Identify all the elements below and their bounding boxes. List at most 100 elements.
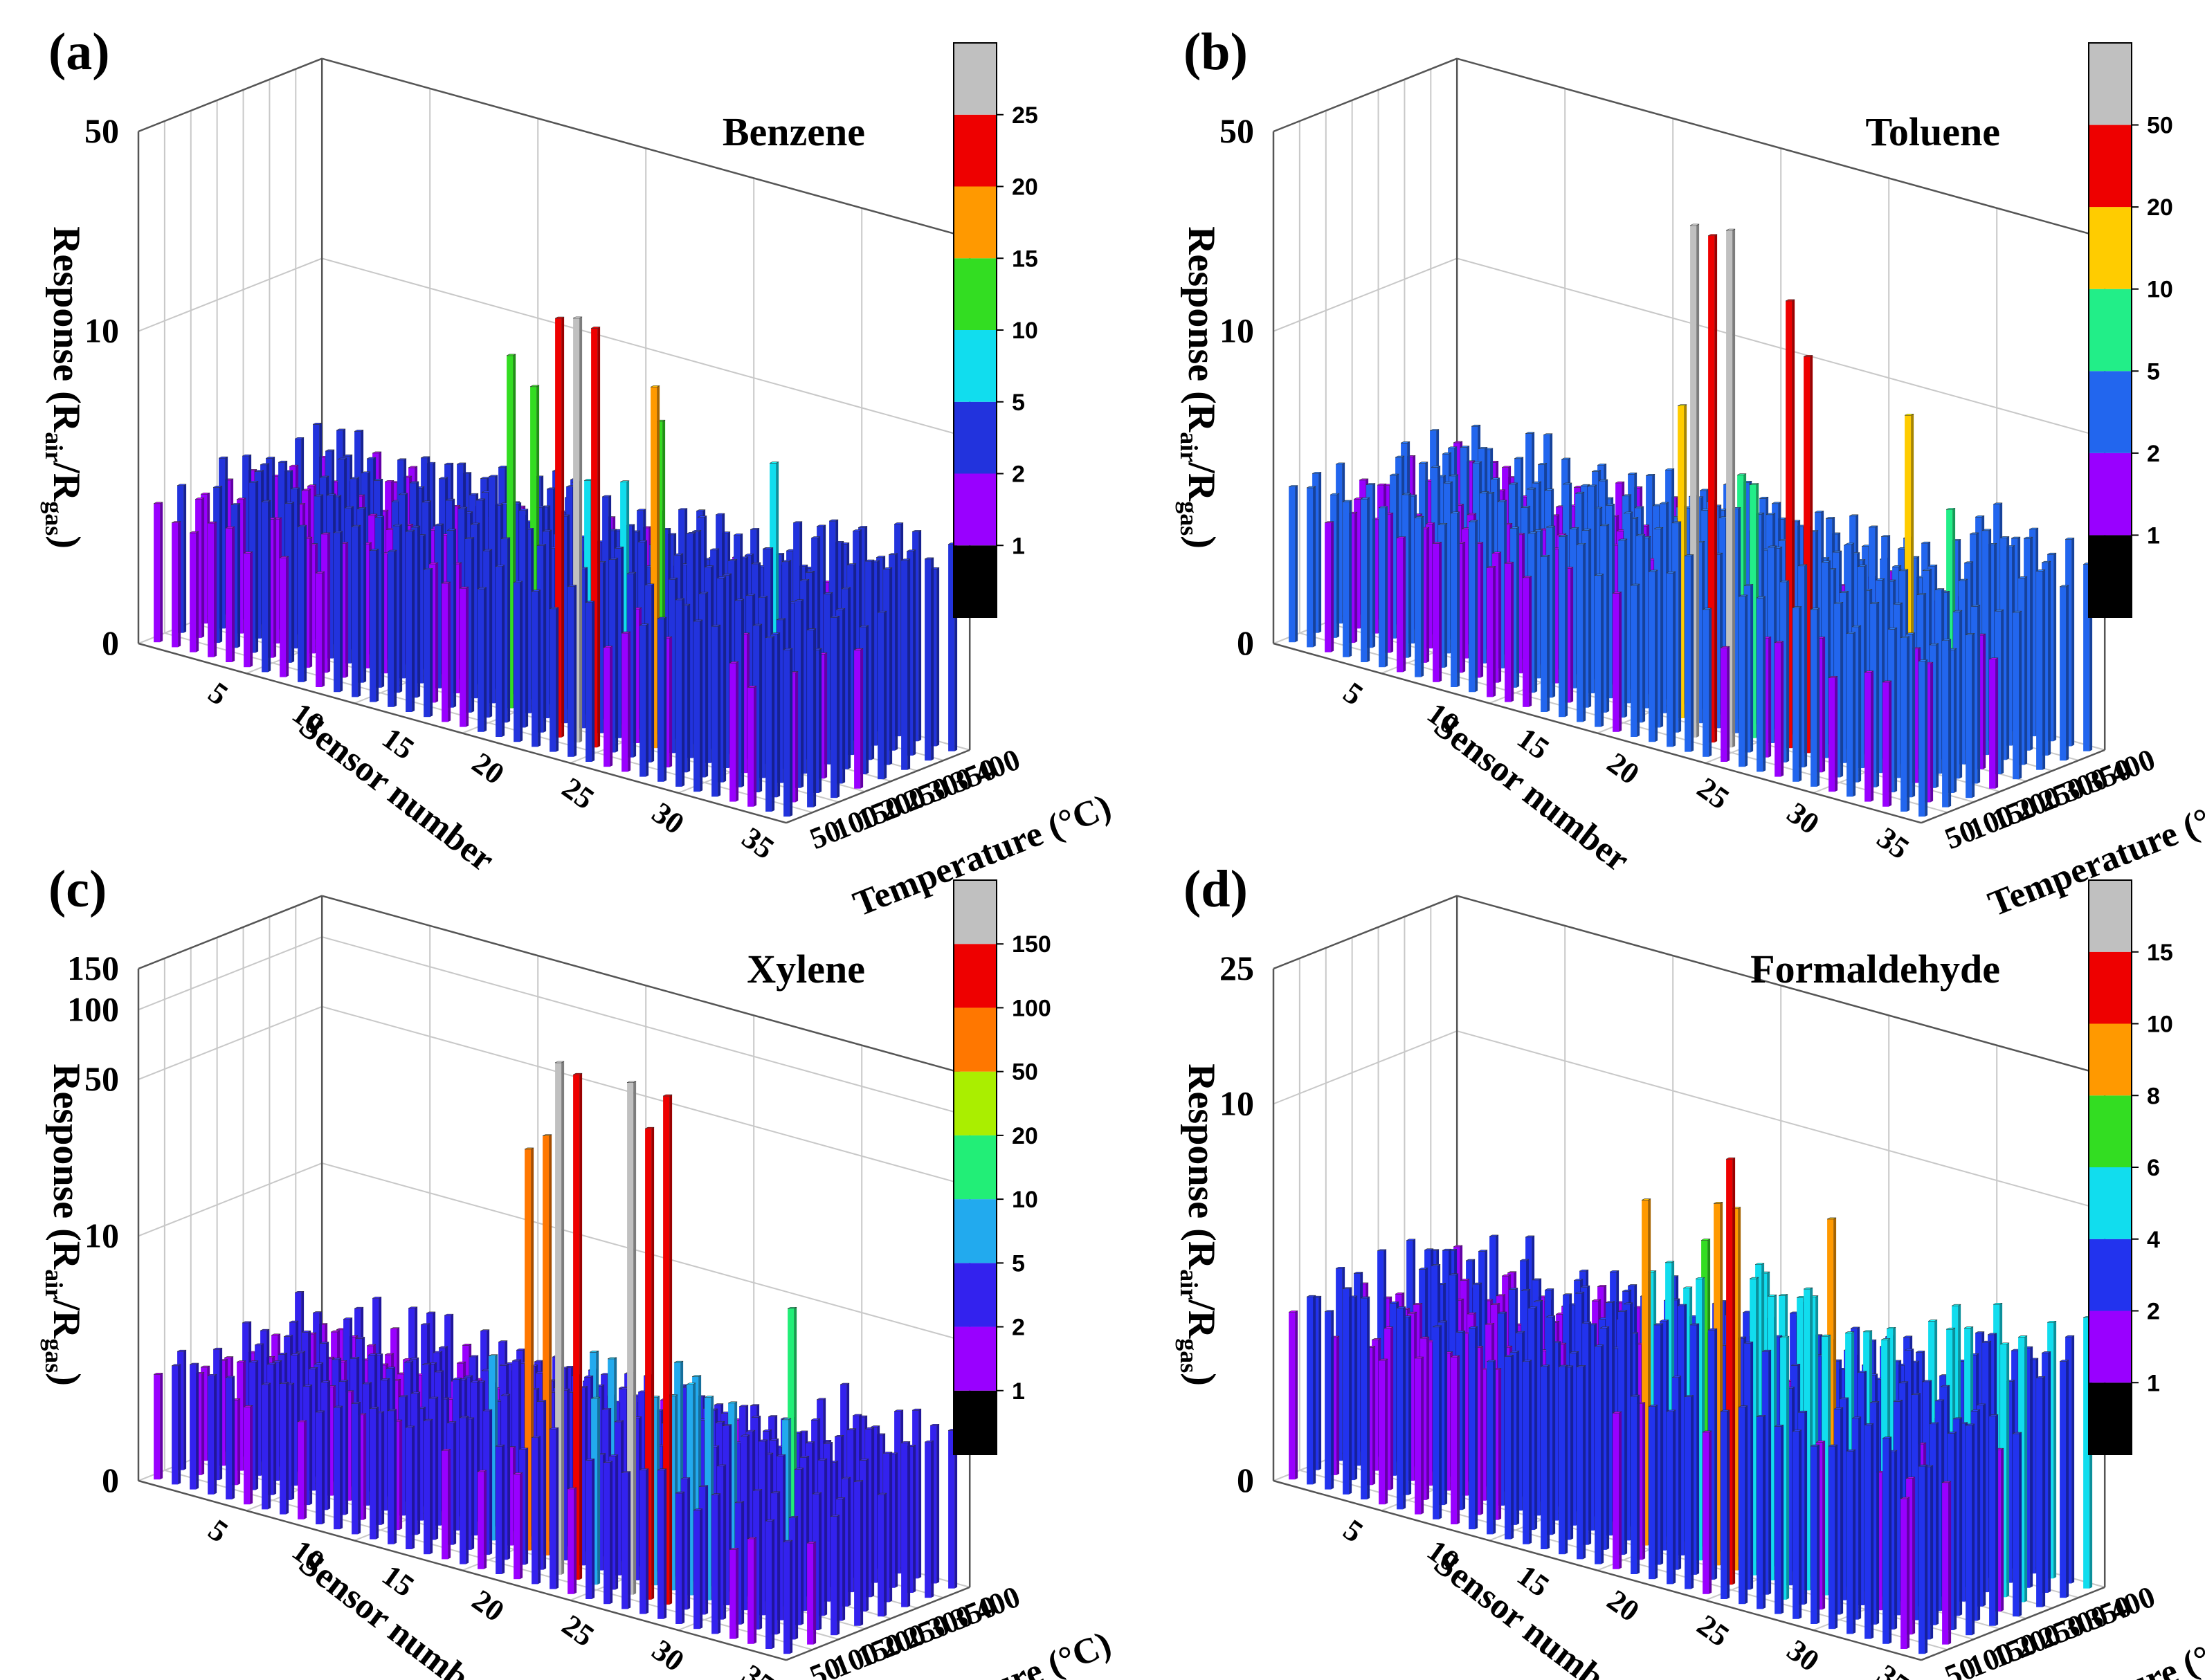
- bar: [1576, 1365, 1586, 1560]
- colorbar-tick-label: 20: [1012, 174, 1038, 201]
- bar: [1396, 1306, 1406, 1510]
- bar: [621, 1471, 631, 1609]
- bar: [1414, 515, 1424, 677]
- bar: [297, 1420, 307, 1519]
- bar: [549, 607, 559, 752]
- colorbar-segment: [954, 1135, 997, 1200]
- y-axis-label: Response (Rair/Rgas): [40, 226, 88, 549]
- bar: [1666, 571, 1676, 747]
- bar: [1342, 1287, 1352, 1495]
- x-tick-label: 20: [1601, 746, 1645, 791]
- colorbar-segment: [954, 43, 997, 115]
- bar: [2035, 569, 2046, 770]
- bar: [603, 646, 613, 767]
- gas-title: Formaldehyde: [1750, 947, 2000, 992]
- bar: [477, 587, 487, 732]
- gas-title: Toluene: [1866, 109, 2000, 154]
- colorbar-segment: [2089, 951, 2132, 1024]
- colorbar-tick-label: 2: [1012, 462, 1025, 488]
- bar: [693, 1508, 703, 1629]
- bar: [1432, 1325, 1442, 1519]
- x-tick-label: 25: [1691, 771, 1735, 816]
- colorbar-segment: [954, 1263, 997, 1327]
- bar: [711, 1493, 721, 1634]
- bar: [279, 1382, 289, 1515]
- colorbar-tick-label: 5: [1012, 390, 1025, 416]
- bar: [1360, 497, 1370, 662]
- colorbar-segment: [954, 880, 997, 944]
- bar: [572, 316, 583, 743]
- bar: [1846, 632, 1856, 797]
- bar: [1558, 534, 1568, 718]
- bar: [1720, 646, 1730, 762]
- bar: [225, 526, 235, 662]
- bar: [1918, 659, 1928, 817]
- colorbar-segment: [2089, 880, 2132, 952]
- colorbar-tick-label: 2: [2147, 441, 2160, 467]
- panel-label: (b): [1183, 23, 1248, 81]
- colorbar-segment: [2089, 125, 2132, 208]
- bar: [549, 1427, 559, 1589]
- bar: [1988, 1414, 1999, 1626]
- bar: [1684, 1395, 1694, 1589]
- bar: [1666, 1409, 1676, 1585]
- x-tick-label: 20: [466, 746, 510, 791]
- bar: [207, 521, 217, 657]
- colorbar-segment: [2089, 1023, 2132, 1096]
- bar: [1324, 521, 1334, 652]
- x-tick-label: 5: [1337, 1513, 1369, 1549]
- bar: [639, 1468, 649, 1614]
- bar: [1324, 1310, 1334, 1490]
- colorbar-tick-label: 50: [1012, 1059, 1038, 1086]
- colorbar: 1 2 5 10 20 50: [2088, 42, 2173, 618]
- colorbar-tick-label: 5: [1012, 1250, 1025, 1277]
- bar: [1828, 1444, 1838, 1629]
- gas-title: Benzene: [723, 109, 865, 154]
- bar: [225, 1376, 235, 1499]
- y-tick-label: 25: [1219, 949, 1254, 987]
- colorbar-segment: [2089, 453, 2132, 536]
- bar: [1630, 583, 1640, 737]
- bar: [1540, 554, 1550, 712]
- bar: [567, 1487, 577, 1594]
- bar: [513, 1472, 523, 1580]
- bar: [1792, 1430, 1802, 1619]
- bar: [1864, 1423, 1874, 1639]
- bar: [693, 619, 703, 792]
- bar: [1965, 633, 1975, 798]
- bar: [171, 1364, 181, 1485]
- bar: [369, 1407, 379, 1540]
- y-tick-label: 10: [84, 1216, 119, 1254]
- bar: [261, 1382, 271, 1510]
- colorbar-tick-label: 10: [2147, 277, 2173, 303]
- colorbar-tick-label: 150: [1012, 931, 1051, 958]
- bar: [1988, 657, 1999, 789]
- bar: [1738, 1405, 1748, 1605]
- bar: [711, 624, 721, 797]
- bar: [1702, 1430, 1712, 1594]
- bar: [189, 531, 199, 652]
- bar: [626, 1081, 637, 1595]
- bar: [261, 500, 271, 673]
- bar: [387, 549, 397, 707]
- colorbar-tick-label: 5: [2147, 358, 2160, 385]
- bar: [1288, 1311, 1298, 1480]
- bar: [900, 1441, 911, 1607]
- bar: [830, 1515, 840, 1636]
- y-tick-label: 50: [1219, 111, 1254, 150]
- colorbar-segment: [954, 1007, 997, 1072]
- bar: [877, 1492, 887, 1617]
- y-tick-label: 0: [1237, 1461, 1254, 1499]
- colorbar-tick-label: 2: [2147, 1299, 2160, 1325]
- axes-frame: [137, 895, 971, 1661]
- bar: [1882, 680, 1892, 807]
- bar: [830, 615, 840, 798]
- bar: [333, 531, 343, 693]
- bar: [207, 1373, 217, 1495]
- bar: [729, 661, 739, 802]
- bar: [1725, 1157, 1736, 1585]
- bar: [1378, 1358, 1388, 1505]
- bar: [1774, 641, 1784, 777]
- bar: [639, 623, 649, 777]
